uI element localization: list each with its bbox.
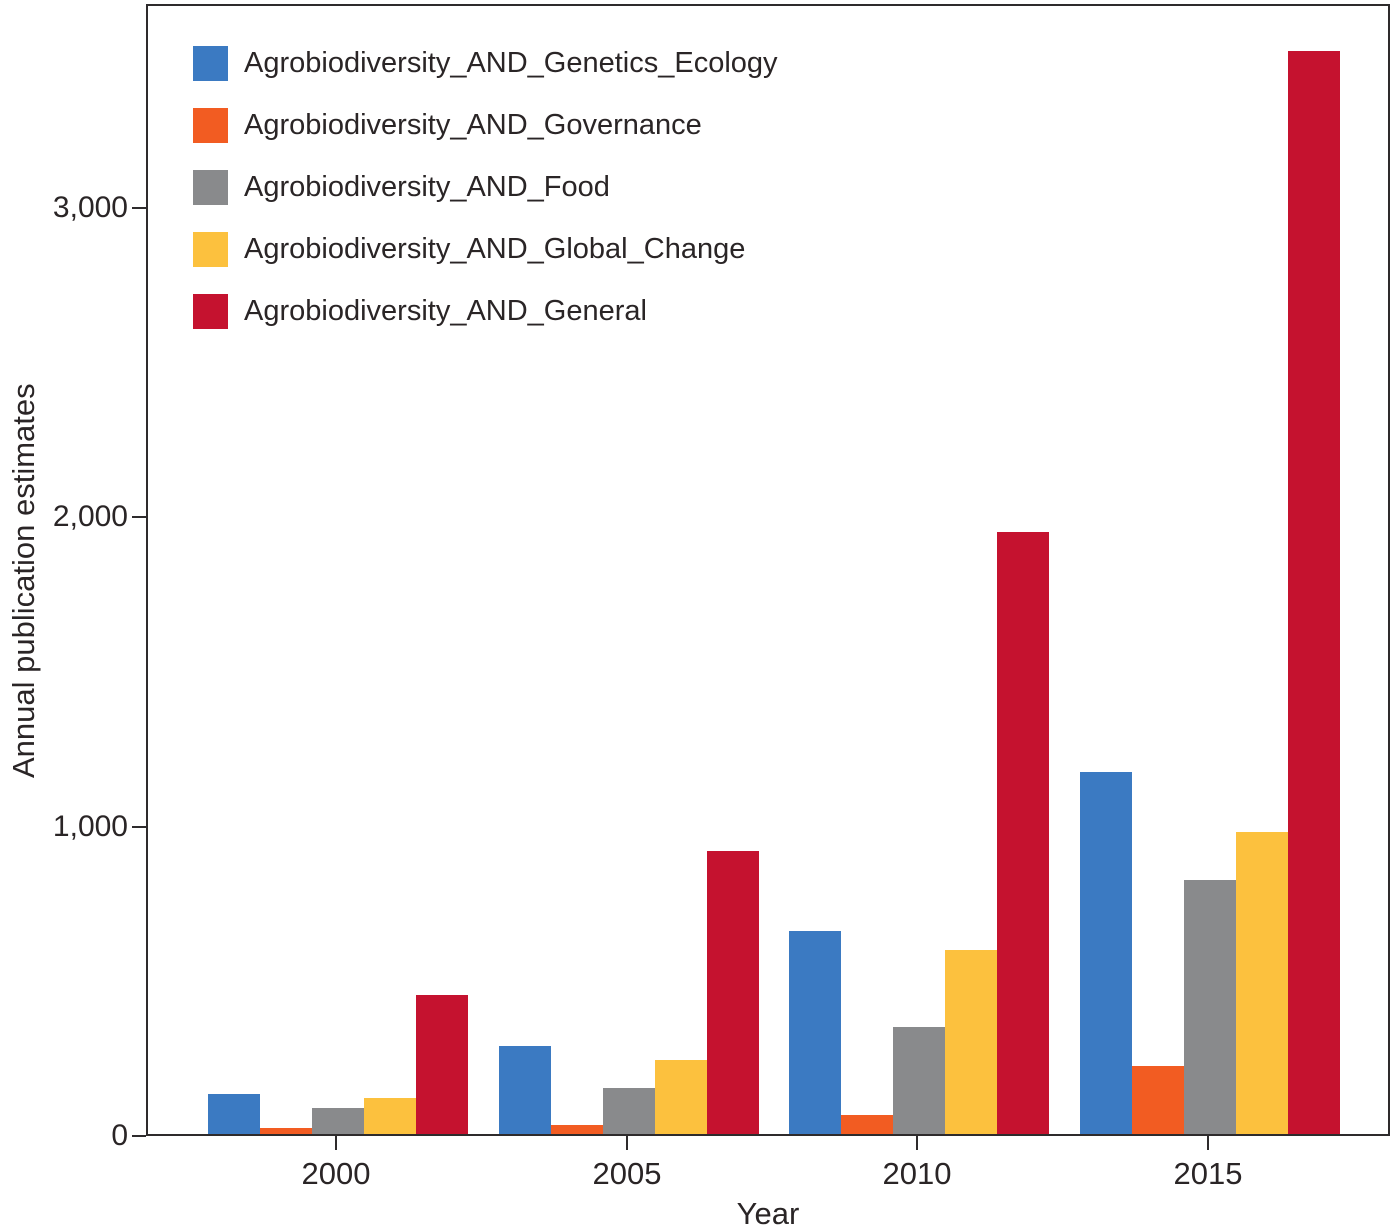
y-tick-label-2000: 2,000 [52,500,128,533]
legend-label-global_change: Agrobiodiversity_AND_Global_Change [244,232,746,265]
legend-item-governance: Agrobiodiversity_AND_Governance [193,107,702,143]
legend-item-global_change: Agrobiodiversity_AND_Global_Change [193,231,745,267]
y-tick-label-3000: 3,000 [52,191,128,224]
legend-label-food: Agrobiodiversity_AND_Food [244,170,610,203]
x-tick-mark-2000 [335,1136,337,1150]
bar-2015-governance [1132,1066,1184,1134]
legend-swatch-general [193,293,228,329]
legend-item-food: Agrobiodiversity_AND_Food [193,169,610,205]
bar-2010-food [893,1027,945,1134]
bar-2005-general [707,851,759,1134]
bar-2005-global_change [655,1060,707,1134]
legend-swatch-genetics_ecology [193,45,228,81]
plot-area [146,4,1390,1136]
bar-2005-genetics_ecology [499,1046,551,1134]
bar-2005-governance [551,1125,603,1134]
bar-2000-general [416,995,468,1134]
x-tick-label-2010: 2010 [882,1156,952,1191]
bar-2005-food [603,1088,655,1134]
bar-2000-food [312,1108,364,1134]
y-tick-mark-0 [132,1135,146,1137]
x-tick-mark-2015 [1207,1136,1209,1150]
bar-2010-genetics_ecology [789,931,841,1134]
y-tick-mark-1000 [132,826,146,828]
y-tick-mark-2000 [132,516,146,518]
bar-2010-general [997,532,1049,1134]
bar-2015-genetics_ecology [1080,772,1132,1134]
x-tick-mark-2005 [626,1136,628,1150]
x-tick-label-2005: 2005 [592,1156,662,1191]
bar-2000-genetics_ecology [208,1094,260,1134]
legend-item-genetics_ecology: Agrobiodiversity_AND_Genetics_Ecology [193,45,778,81]
x-axis-title: Year [736,1196,800,1231]
y-axis-title: Annual publication estimates [6,383,41,778]
x-tick-mark-2010 [916,1136,918,1150]
legend-swatch-global_change [193,231,228,267]
bar-2000-global_change [364,1098,416,1134]
legend-swatch-food [193,169,228,205]
bar-2000-governance [260,1128,312,1134]
bar-2015-global_change [1236,832,1288,1134]
bar-2010-governance [841,1115,893,1134]
bar-2015-food [1184,880,1236,1134]
legend-label-general: Agrobiodiversity_AND_General [244,294,647,327]
y-tick-label-0: 0 [111,1119,128,1152]
legend-label-governance: Agrobiodiversity_AND_Governance [244,108,702,141]
bar-2010-global_change [945,950,997,1134]
legend-item-general: Agrobiodiversity_AND_General [193,293,647,329]
y-tick-label-1000: 1,000 [52,810,128,843]
bar-2015-general [1288,51,1340,1134]
legend-label-genetics_ecology: Agrobiodiversity_AND_Genetics_Ecology [244,46,778,79]
y-tick-mark-3000 [132,207,146,209]
x-tick-label-2000: 2000 [301,1156,371,1191]
x-tick-label-2015: 2015 [1173,1156,1243,1191]
legend-swatch-governance [193,107,228,143]
